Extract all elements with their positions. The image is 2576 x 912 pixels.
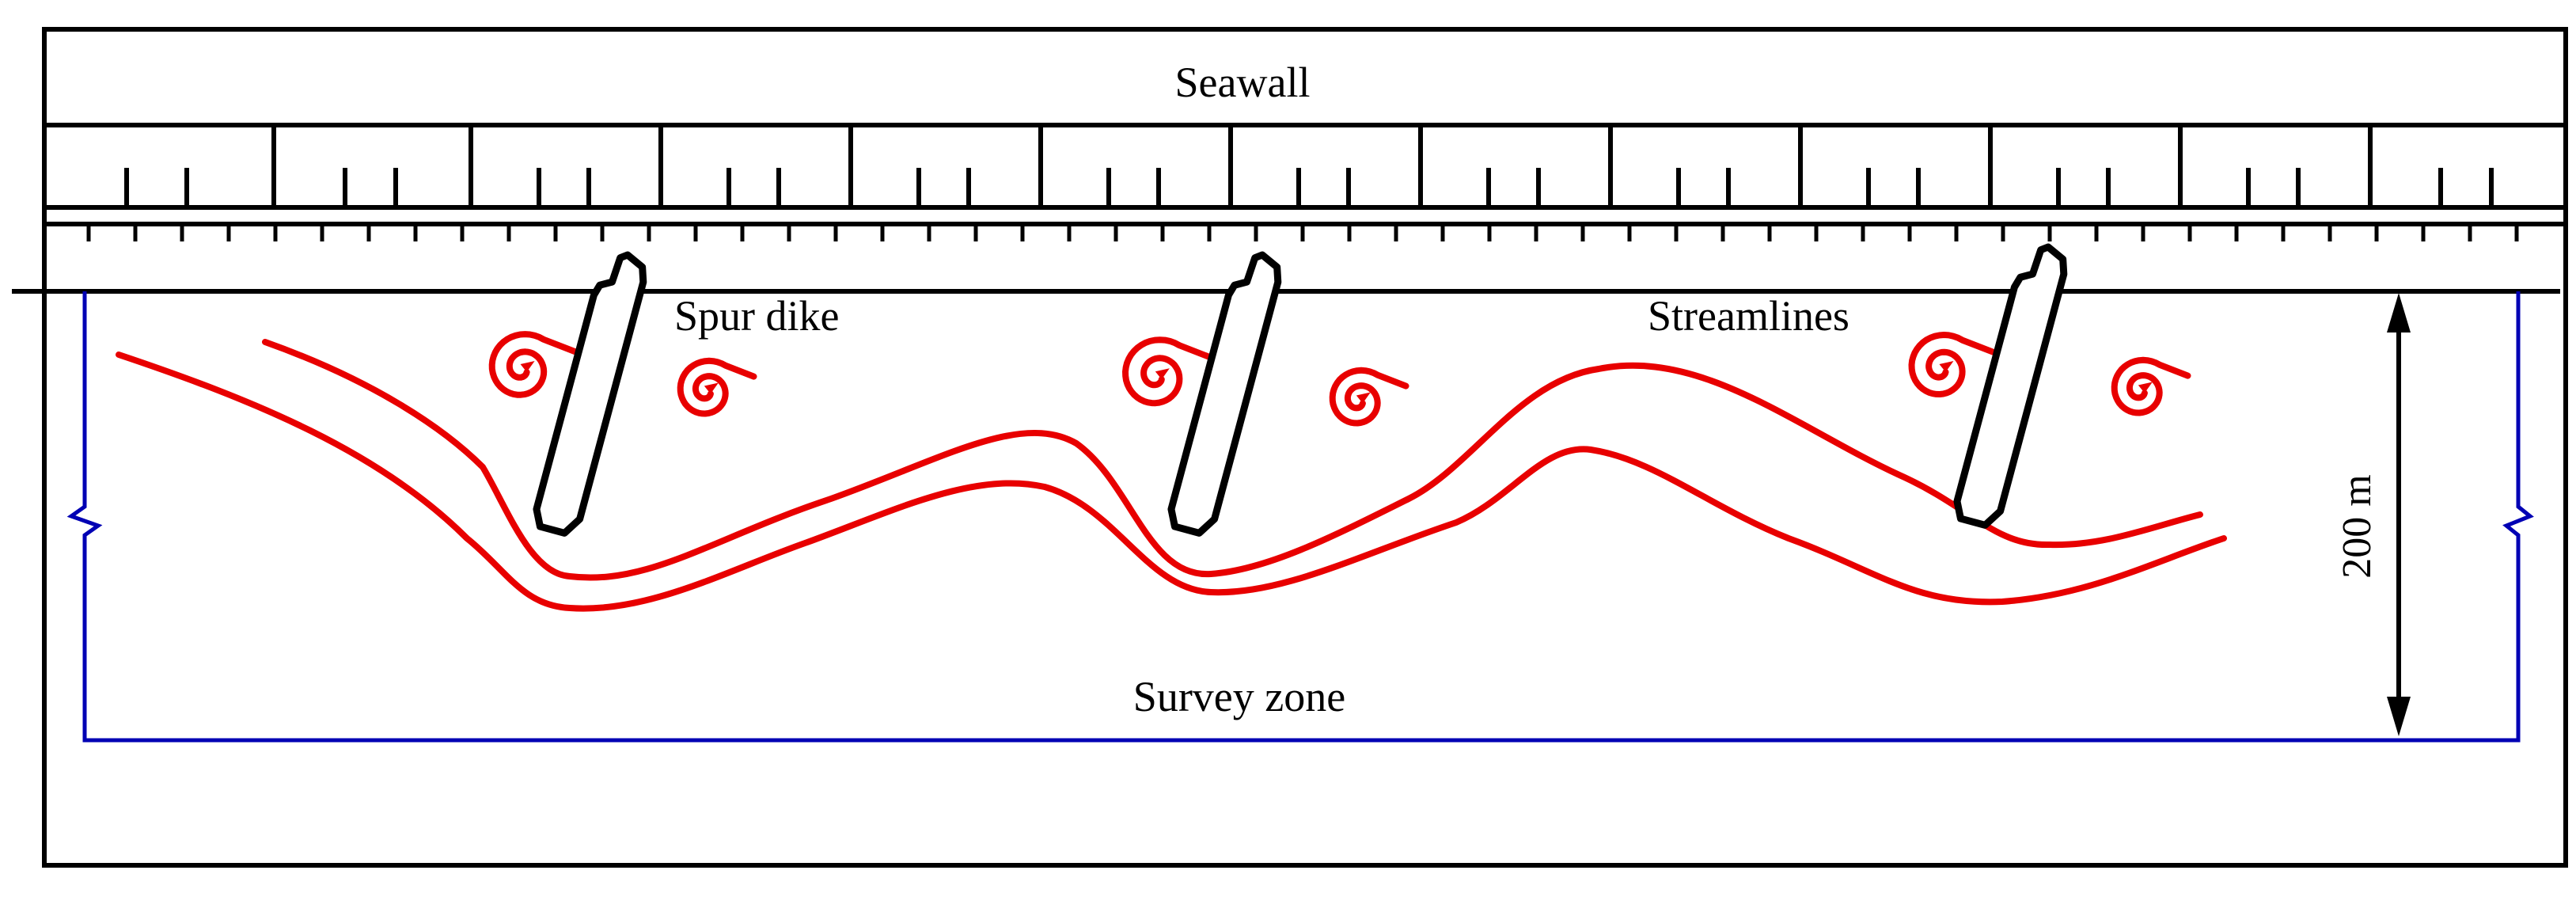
eddy-arrowhead — [1155, 368, 1170, 380]
dimension-arrow-bottom-head — [2387, 697, 2411, 736]
spur-dike-label: Spur dike — [674, 292, 840, 340]
eddies — [488, 331, 2191, 427]
eddy-arrowhead — [520, 361, 535, 373]
streamline-lower — [116, 352, 2227, 612]
streamline-upper — [262, 339, 2203, 581]
eddy-spiral-2 — [677, 357, 757, 417]
eddy-arrowhead — [2138, 382, 2153, 393]
eddy-spiral-3 — [1122, 336, 1217, 407]
eddy-spiral-1 — [488, 331, 580, 398]
seawall-label: Seawall — [1175, 59, 1311, 106]
survey-zone-label: Survey zone — [1133, 673, 1345, 720]
eddy-spiral-6 — [2111, 356, 2191, 416]
seawall-block-dividers — [271, 125, 2373, 207]
spur-dikes — [533, 243, 2068, 537]
spur-dike-body — [1953, 243, 2068, 529]
dimension-arrow-top-head — [2387, 293, 2411, 332]
eddy-arrowhead — [1939, 360, 1954, 372]
eddy-spiral-4 — [1329, 367, 1409, 427]
spur-dike-body — [533, 251, 647, 537]
spur-dike-2 — [1167, 251, 1282, 537]
distance-label: 200 m — [2335, 474, 2380, 578]
streamlines-label: Streamlines — [1648, 292, 1849, 340]
spur-dike-1 — [533, 251, 647, 537]
spur-dike-body — [1167, 251, 1282, 537]
eddy-spiral-5 — [1908, 332, 1997, 397]
seawall-upper-ticks — [124, 168, 2494, 207]
seawall-lower-ticks — [86, 224, 2519, 241]
eddy-arrowhead — [1356, 392, 1371, 404]
survey-zone-boundary — [66, 291, 2534, 743]
outer-frame — [42, 27, 2568, 868]
eddy-arrowhead — [704, 382, 719, 394]
spur-dike-3 — [1953, 243, 2068, 529]
